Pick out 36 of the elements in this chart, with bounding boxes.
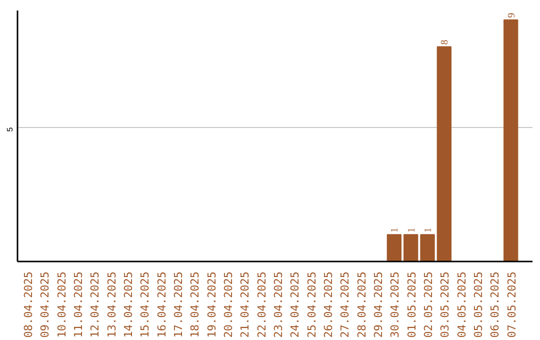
x-tick-label: 14.04.2025 — [122, 271, 135, 338]
x-tick-label: 21.04.2025 — [238, 271, 252, 338]
x-tick-label: 11.04.2025 — [72, 271, 85, 338]
x-tick-label: 18.04.2025 — [188, 271, 202, 338]
data-label: 9 — [506, 12, 518, 18]
x-tick-label: 03.05.2025 — [438, 271, 452, 338]
x-tick-label: 16.04.2025 — [155, 271, 168, 338]
x-tick-label: 13.04.2025 — [105, 271, 118, 338]
x-tick-label: 26.04.2025 — [322, 271, 335, 338]
x-tick-label: 28.04.2025 — [355, 271, 368, 338]
x-tick-label: 30.04.2025 — [388, 271, 402, 338]
x-tick-label: 29.04.2025 — [372, 271, 385, 338]
x-tick-label: 12.04.2025 — [88, 271, 102, 338]
x-tick-label: 20.04.2025 — [222, 271, 235, 338]
x-tick-label: 15.04.2025 — [138, 271, 152, 338]
x-tick-label: 02.05.2025 — [422, 271, 435, 338]
x-tick-label: 22.04.2025 — [255, 271, 268, 338]
data-label: 1 — [423, 228, 434, 233]
x-tick-label: 10.04.2025 — [55, 271, 68, 338]
x-tick-label: 07.05.2025 — [505, 271, 518, 338]
data-label: 1 — [406, 228, 418, 233]
x-tick-label: 25.04.2025 — [305, 271, 318, 338]
x-tick-label: 06.05.2025 — [488, 271, 502, 338]
x-tick-label: 04.05.2025 — [455, 271, 468, 338]
x-tick-label: 01.05.2025 — [405, 271, 418, 338]
x-tick-label: 24.04.2025 — [288, 271, 302, 338]
x-tick-label: 27.04.2025 — [338, 271, 352, 338]
x-tick-label: 08.04.2025 — [22, 271, 35, 338]
x-tick-label: 17.04.2025 — [172, 271, 185, 338]
x-tick-label: 05.05.2025 — [472, 271, 485, 338]
data-label: 1 — [390, 228, 401, 233]
x-tick-label: 23.04.2025 — [272, 271, 285, 338]
x-tick-label: 09.04.2025 — [38, 271, 52, 338]
y-tick-label: 5 — [6, 126, 14, 132]
data-label: 8 — [440, 40, 451, 45]
x-tick-label: 19.04.2025 — [205, 271, 218, 338]
